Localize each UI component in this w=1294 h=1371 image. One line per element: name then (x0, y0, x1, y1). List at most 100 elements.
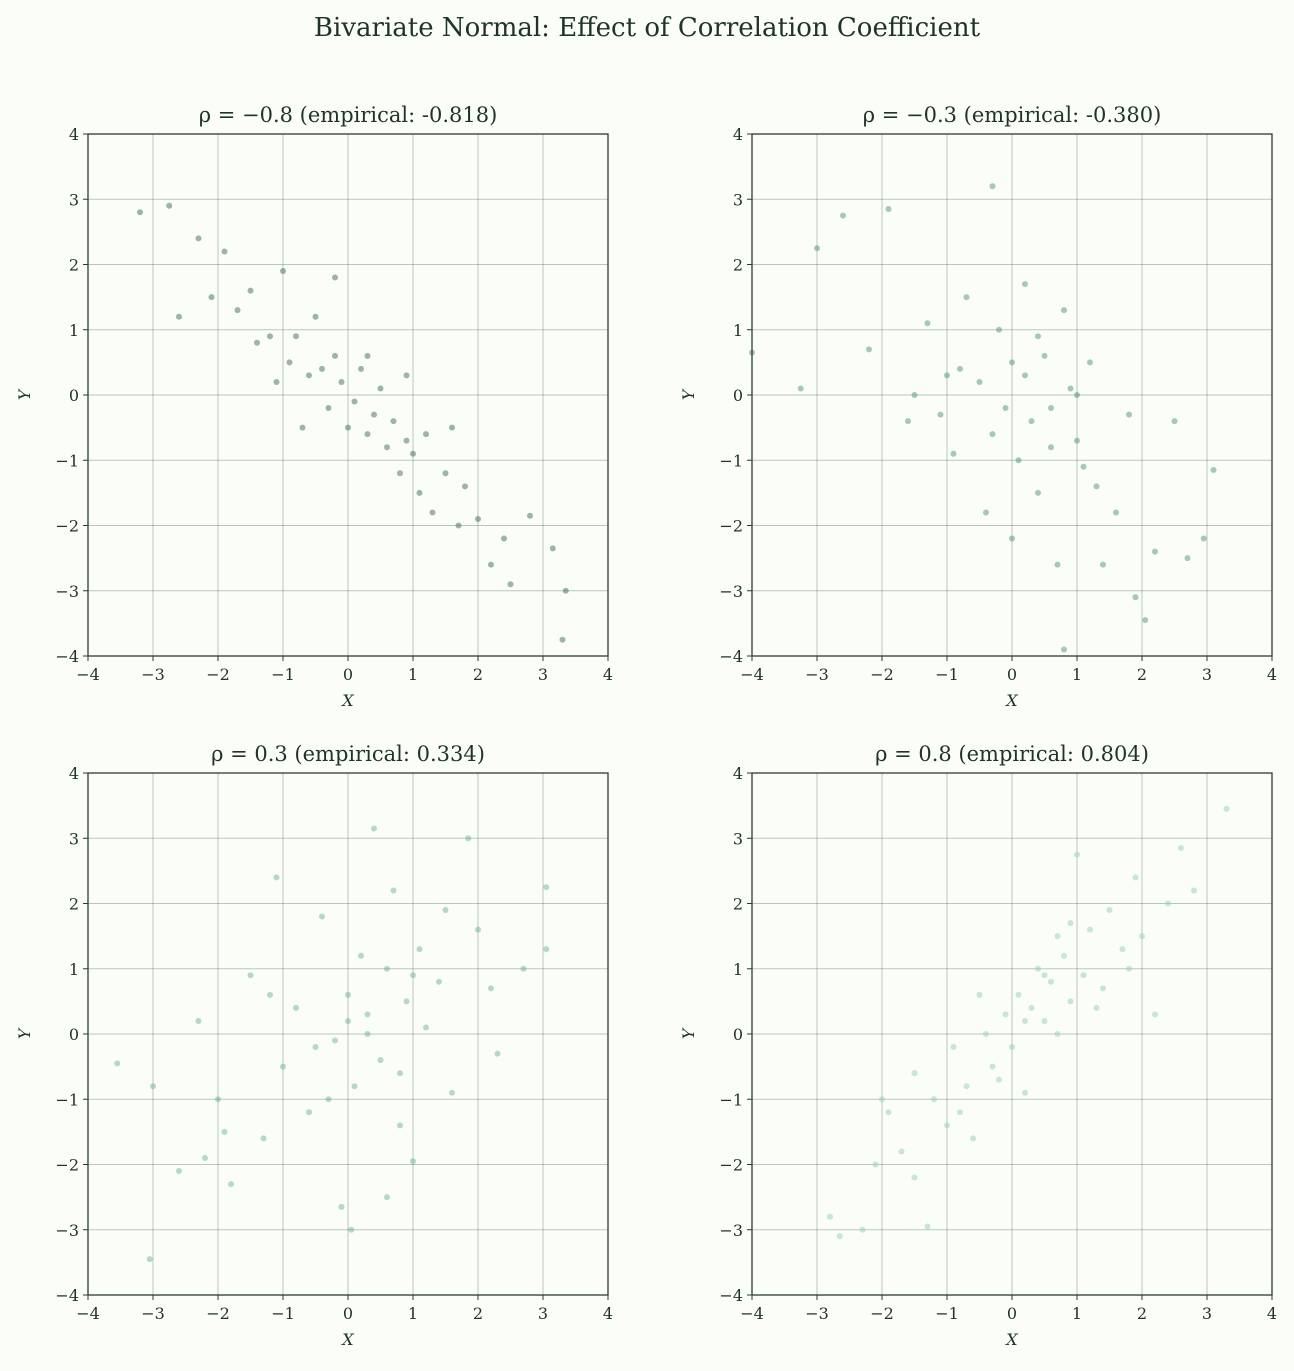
point (293, 333, 299, 340)
point (1132, 594, 1139, 601)
point (293, 1004, 299, 1011)
point (1074, 851, 1080, 858)
point (1002, 405, 1009, 412)
point (195, 235, 202, 242)
point (1015, 457, 1022, 464)
y-tick-label: 3 (733, 190, 743, 209)
point (332, 1037, 338, 1044)
point (465, 835, 472, 842)
point (1178, 845, 1184, 852)
x-tick-label: 1 (408, 1304, 418, 1323)
point (976, 991, 983, 998)
point (221, 1128, 228, 1135)
point (507, 581, 514, 588)
point (1022, 372, 1028, 379)
point (866, 346, 872, 353)
point (950, 450, 957, 457)
point (1048, 978, 1054, 985)
y-tick-label: −2 (719, 517, 743, 536)
point (937, 411, 944, 418)
point (827, 1213, 833, 1220)
point (1165, 900, 1171, 907)
point (1067, 385, 1074, 392)
point (371, 411, 377, 418)
point (1100, 985, 1106, 992)
point (228, 1181, 234, 1188)
x-tick-label: 4 (603, 1304, 613, 1323)
axes-frame (87, 133, 609, 657)
x-tick-label: 3 (1202, 665, 1212, 684)
subplot-title: ρ = 0.8 (empirical: 0.804) (875, 742, 1149, 766)
y-tick-label: −2 (55, 517, 79, 536)
point (364, 352, 371, 359)
point (351, 398, 358, 405)
point (520, 965, 527, 972)
point (267, 991, 273, 998)
point (1028, 1004, 1035, 1011)
point (1132, 874, 1139, 881)
point (924, 320, 931, 327)
point (527, 512, 533, 519)
subplot-title: ρ = 0.3 (empirical: 0.334) (211, 742, 485, 766)
y-tick-label: −1 (55, 451, 79, 470)
point (299, 424, 306, 431)
point (1061, 646, 1067, 653)
point (1126, 965, 1132, 972)
point (1041, 352, 1048, 359)
point (247, 287, 254, 294)
point (442, 907, 449, 914)
x-tick-label: −3 (141, 665, 165, 684)
point (957, 365, 963, 372)
point (345, 991, 351, 998)
x-tick-label: 4 (603, 665, 613, 684)
point (1191, 887, 1197, 894)
x-tick-label: −2 (870, 1304, 894, 1323)
point (280, 1063, 286, 1070)
point (1022, 1017, 1028, 1024)
point (390, 418, 397, 425)
point (905, 418, 911, 425)
x-tick-label: 1 (1072, 665, 1082, 684)
y-tick-label: −3 (719, 1221, 743, 1240)
point (872, 1161, 879, 1168)
point (836, 1233, 843, 1240)
point (319, 365, 325, 372)
x-tick-label: 3 (538, 665, 548, 684)
point (345, 1017, 351, 1024)
point (475, 926, 481, 933)
point (1009, 1044, 1015, 1051)
point (1080, 972, 1087, 979)
point (1054, 1031, 1061, 1037)
point (996, 1076, 1002, 1083)
point (371, 825, 377, 832)
point (931, 1096, 937, 1103)
point (957, 1109, 963, 1116)
point (475, 515, 481, 522)
y-tick-label: 2 (69, 895, 79, 914)
y-tick-label: 4 (733, 764, 743, 783)
point (944, 372, 950, 379)
point (911, 1174, 918, 1181)
point (1100, 561, 1106, 568)
point (989, 183, 996, 190)
point (397, 1122, 403, 1129)
point (1067, 920, 1074, 927)
point (377, 1057, 384, 1064)
point (911, 1070, 918, 1077)
point (146, 1256, 153, 1263)
point (260, 1135, 267, 1142)
point (364, 1011, 371, 1018)
point (410, 450, 416, 457)
point (397, 470, 403, 477)
point (429, 509, 436, 516)
y-tick-label: −4 (719, 647, 743, 666)
point (384, 1194, 390, 1201)
point (924, 1223, 931, 1230)
axes-frame (87, 772, 609, 1296)
point (306, 372, 312, 379)
point (325, 405, 332, 412)
point (150, 1083, 156, 1090)
point (1022, 1089, 1028, 1096)
y-tick-label: −3 (55, 582, 79, 601)
